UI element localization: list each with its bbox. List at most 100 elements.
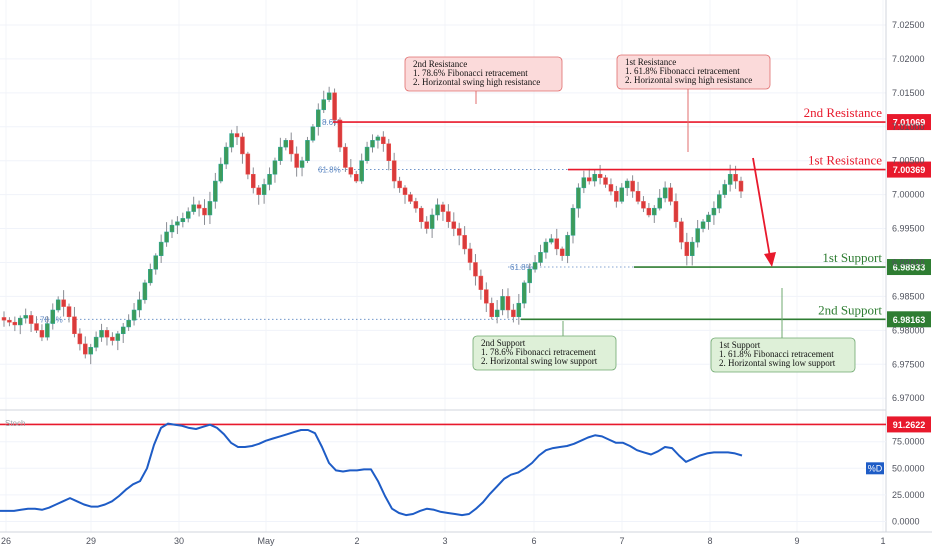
price-tick-label: 6.99500 <box>892 224 925 234</box>
candle-body <box>240 136 245 155</box>
time-tick-label: 7 <box>619 536 624 546</box>
stoch-tick-label: 75.0000 <box>892 437 925 447</box>
candle-body <box>153 255 158 270</box>
candle-body <box>424 221 429 229</box>
price-tick-label: 7.01500 <box>892 88 925 98</box>
annotations: 2nd Resistance 1. 78.6% Fibonacci retrace… <box>404 54 856 373</box>
candle-body <box>299 160 305 168</box>
candles <box>1 86 744 365</box>
candle-body <box>581 177 587 189</box>
candle-body <box>343 146 348 168</box>
candle-body <box>305 140 310 161</box>
annotation-line: 2. Horizontal swing high resistance <box>413 77 540 87</box>
candle-body <box>630 180 635 192</box>
candle-body <box>391 160 397 182</box>
fib-label: 8.6% <box>322 118 340 127</box>
annotation-box <box>404 56 563 92</box>
candle-body <box>72 316 77 334</box>
candle-body <box>353 174 359 182</box>
candle-body <box>576 187 581 209</box>
candle-body <box>646 207 652 216</box>
stoch-tick-label: 25.0000 <box>892 490 925 500</box>
level-price-tag <box>887 114 931 131</box>
annotation-box <box>472 335 617 371</box>
candle-body <box>532 262 538 270</box>
candle-body <box>478 275 484 290</box>
levels: 2nd Resistance 7.01069 1st Resistance 7.003… <box>333 105 931 328</box>
time-tick-label: 6 <box>531 536 536 546</box>
price-tick-label: 6.98000 <box>892 325 925 335</box>
candle-body <box>570 207 576 236</box>
candle-body <box>446 211 451 223</box>
price-tick-label: 6.97500 <box>892 359 925 369</box>
candle-body <box>223 146 229 165</box>
annotation-box <box>710 337 856 373</box>
stoch-panel: 91.2622 %D <box>0 416 931 522</box>
candle-body <box>186 211 191 219</box>
annotation-title: 1st Support <box>719 340 761 350</box>
candle-body <box>516 302 522 318</box>
candle-body <box>451 221 457 229</box>
candle-body <box>375 136 381 141</box>
annotation-line: 1. 61.8% Fibonacci retracement <box>719 349 834 359</box>
candle-body <box>435 204 440 216</box>
candle-body <box>592 174 597 182</box>
candle-body <box>619 187 625 202</box>
candle-body <box>61 299 66 307</box>
stoch-tick-label: 50.0000 <box>892 463 925 473</box>
candle-body <box>717 194 722 209</box>
stoch-axis[interactable]: 75.0000 50.0000 25.0000 0.0000 <box>892 437 925 527</box>
price-axis[interactable]: 7.02500 7.02000 7.01500 7.01000 7.00500 7.000… <box>892 20 925 403</box>
candle-body <box>23 315 28 319</box>
annotation-box <box>616 54 771 90</box>
candle-body <box>711 207 717 216</box>
candle-body <box>440 204 446 212</box>
candle-body <box>614 190 619 202</box>
candle-body <box>202 207 207 216</box>
candle-body <box>348 167 354 175</box>
candle-body <box>234 133 240 138</box>
annotation-line: 1. 61.8% Fibonacci retracement <box>625 66 740 76</box>
candle-body <box>256 187 261 195</box>
candle-body <box>657 197 662 209</box>
time-tick-label: 29 <box>86 536 96 546</box>
candle-body <box>462 235 467 250</box>
candle-body <box>679 221 684 243</box>
candle-body <box>429 214 435 229</box>
stoch-series-name: %D <box>868 463 883 473</box>
candle-body <box>733 174 738 182</box>
candle-body <box>272 160 278 175</box>
candle-body <box>511 309 516 318</box>
candle-body <box>310 126 316 141</box>
candle-body <box>283 140 289 148</box>
time-axis[interactable]: 26 29 30 May 2 3 6 7 8 9 1 <box>1 536 886 546</box>
price-tick-label: 7.00000 <box>892 190 925 200</box>
candle-body <box>370 140 375 148</box>
candle-body <box>148 269 153 284</box>
annotation-line: 1. 78.6% Fibonacci retracement <box>481 347 596 357</box>
candle-body <box>408 194 413 202</box>
price-tick-label: 7.01000 <box>892 122 925 132</box>
candle-body <box>673 201 679 223</box>
candle-body <box>1 317 7 321</box>
candle-body <box>45 323 50 338</box>
candle-body <box>261 184 267 195</box>
candle-body <box>738 180 744 192</box>
level-label: 2nd Resistance <box>804 105 883 120</box>
stoch-title: Stoch <box>5 419 25 428</box>
candle-body <box>251 174 256 189</box>
annotation-title: 2nd Resistance <box>413 59 467 69</box>
candle-body <box>55 299 61 311</box>
candle-body <box>316 109 321 128</box>
candle-body <box>722 184 727 195</box>
candle-body <box>624 180 630 189</box>
candle-body <box>381 136 386 144</box>
candle-body <box>603 177 608 185</box>
candle-body <box>641 201 646 209</box>
candle-body <box>608 184 614 192</box>
time-tick-label: May <box>257 536 275 546</box>
candle-body <box>521 282 527 304</box>
annotation-title: 2nd Support <box>481 338 526 348</box>
candle-body <box>93 336 99 348</box>
candle-body <box>110 336 115 341</box>
